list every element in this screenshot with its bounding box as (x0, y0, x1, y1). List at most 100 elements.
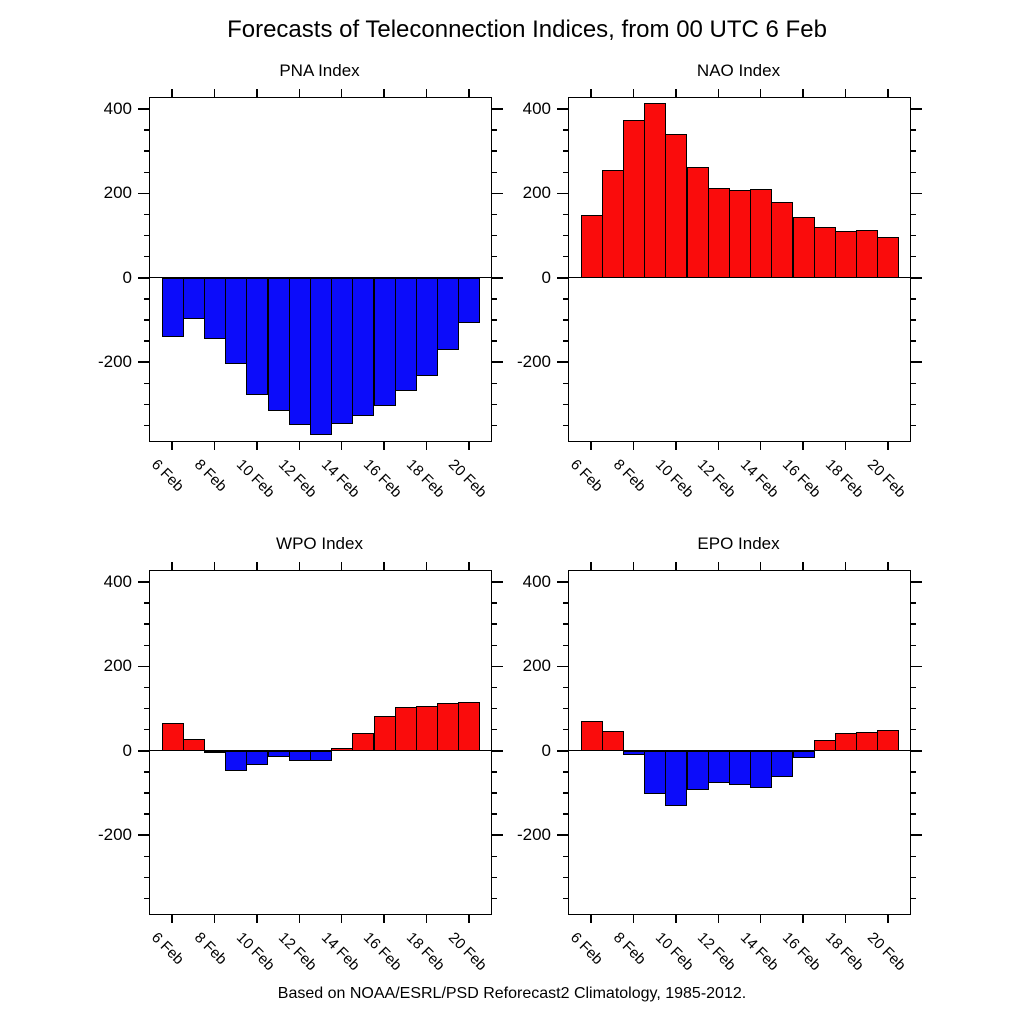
y-major-tick-left (557, 581, 569, 583)
y-major-tick-left (557, 749, 569, 752)
y-major-tick-right (491, 276, 503, 279)
y-minor-tick-right (491, 602, 497, 604)
y-major-tick-left (557, 834, 569, 836)
bar-negative (309, 750, 333, 762)
x-tick-top (632, 89, 635, 98)
y-minor-tick-right (491, 298, 497, 300)
y-axis-label: 200 (522, 183, 551, 203)
y-minor-tick-left (144, 602, 150, 604)
bar-positive (601, 730, 624, 751)
x-tick-bottom (468, 914, 470, 923)
panel-title-nao: NAO Index (696, 61, 781, 80)
bar-negative (458, 277, 481, 324)
y-minor-tick-right (910, 813, 916, 815)
bar-negative (792, 750, 815, 758)
x-tick-bottom (632, 914, 635, 923)
y-major-tick-right (491, 192, 503, 195)
y-major-tick-right (491, 665, 503, 668)
y-axis-label: 400 (522, 571, 551, 591)
x-tick-top (256, 562, 258, 571)
y-minor-tick-left (144, 129, 150, 131)
y-major-tick-left (138, 665, 150, 668)
x-tick-top (717, 562, 720, 571)
y-axis-label: 0 (122, 740, 132, 760)
y-minor-tick-left (144, 340, 150, 342)
x-axis-date-label: 8 Feb (609, 929, 649, 969)
y-minor-tick-right (491, 129, 497, 131)
zero-axis-line (150, 277, 491, 279)
x-tick-bottom (887, 441, 889, 450)
x-tick-top (759, 89, 762, 98)
x-tick-top (675, 562, 677, 571)
y-major-tick-left (557, 361, 569, 363)
y-minor-tick-left (563, 298, 569, 300)
panel-title-wpo: WPO Index (276, 534, 363, 553)
x-tick-top (425, 89, 428, 98)
y-major-tick-right (910, 108, 922, 110)
y-minor-tick-right (910, 319, 916, 321)
y-major-tick-right (910, 749, 922, 752)
y-axis-label: 400 (103, 571, 132, 591)
y-minor-tick-left (563, 623, 569, 625)
bar-positive (834, 733, 858, 751)
y-minor-tick-right (910, 129, 916, 131)
y-minor-tick-left (144, 644, 150, 646)
y-major-tick-left (138, 276, 150, 279)
x-tick-top (425, 562, 428, 571)
y-major-tick-right (491, 108, 503, 110)
x-tick-bottom (425, 914, 428, 923)
bar-negative (728, 750, 752, 786)
zero-axis-line (150, 750, 491, 752)
x-tick-bottom (590, 441, 592, 450)
y-minor-tick-right (910, 644, 916, 646)
y-minor-tick-right (910, 707, 916, 710)
y-major-tick-right (491, 834, 503, 836)
y-minor-tick-right (491, 171, 497, 173)
x-tick-top (887, 89, 889, 98)
x-tick-bottom (383, 441, 385, 450)
y-minor-tick-left (563, 644, 569, 646)
x-tick-bottom (383, 914, 385, 923)
y-axis-label: 400 (103, 98, 132, 118)
y-minor-tick-right (491, 771, 497, 773)
y-minor-tick-left (563, 855, 569, 857)
y-minor-tick-right (491, 340, 497, 342)
x-tick-bottom (590, 914, 592, 923)
bar-negative (686, 750, 709, 791)
y-minor-tick-right (491, 855, 497, 857)
y-minor-tick-left (144, 771, 150, 773)
x-tick-bottom (887, 914, 889, 923)
x-axis-date-label: 18 Feb (821, 929, 867, 975)
x-axis-date-label: 10 Feb (651, 929, 697, 975)
y-minor-tick-left (144, 319, 150, 321)
y-minor-tick-left (563, 319, 569, 321)
x-tick-bottom (632, 441, 635, 450)
y-minor-tick-right (910, 234, 916, 237)
y-major-tick-left (138, 749, 150, 752)
y-major-tick-right (491, 581, 503, 583)
x-tick-bottom (256, 441, 258, 450)
y-minor-tick-left (144, 855, 150, 857)
x-tick-top (383, 562, 385, 571)
footer-note: Based on NOAA/ESRL/PSD Reforecast2 Clima… (277, 985, 747, 1002)
x-tick-bottom (340, 914, 343, 923)
y-minor-tick-right (910, 340, 916, 342)
bar-positive (856, 732, 879, 751)
y-minor-tick-left (563, 171, 569, 173)
x-tick-bottom (171, 914, 173, 923)
x-tick-bottom (425, 441, 428, 450)
x-tick-bottom (759, 914, 762, 923)
y-minor-tick-left (563, 340, 569, 342)
bar-positive (580, 721, 603, 751)
bar-negative (771, 750, 794, 777)
x-tick-top (171, 562, 173, 571)
y-minor-tick-right (491, 382, 497, 384)
bar-positive (813, 740, 836, 751)
x-tick-bottom (213, 441, 216, 450)
y-minor-tick-right (491, 234, 497, 237)
y-major-tick-left (557, 665, 569, 668)
x-tick-top (468, 89, 470, 98)
y-minor-tick-left (563, 129, 569, 131)
